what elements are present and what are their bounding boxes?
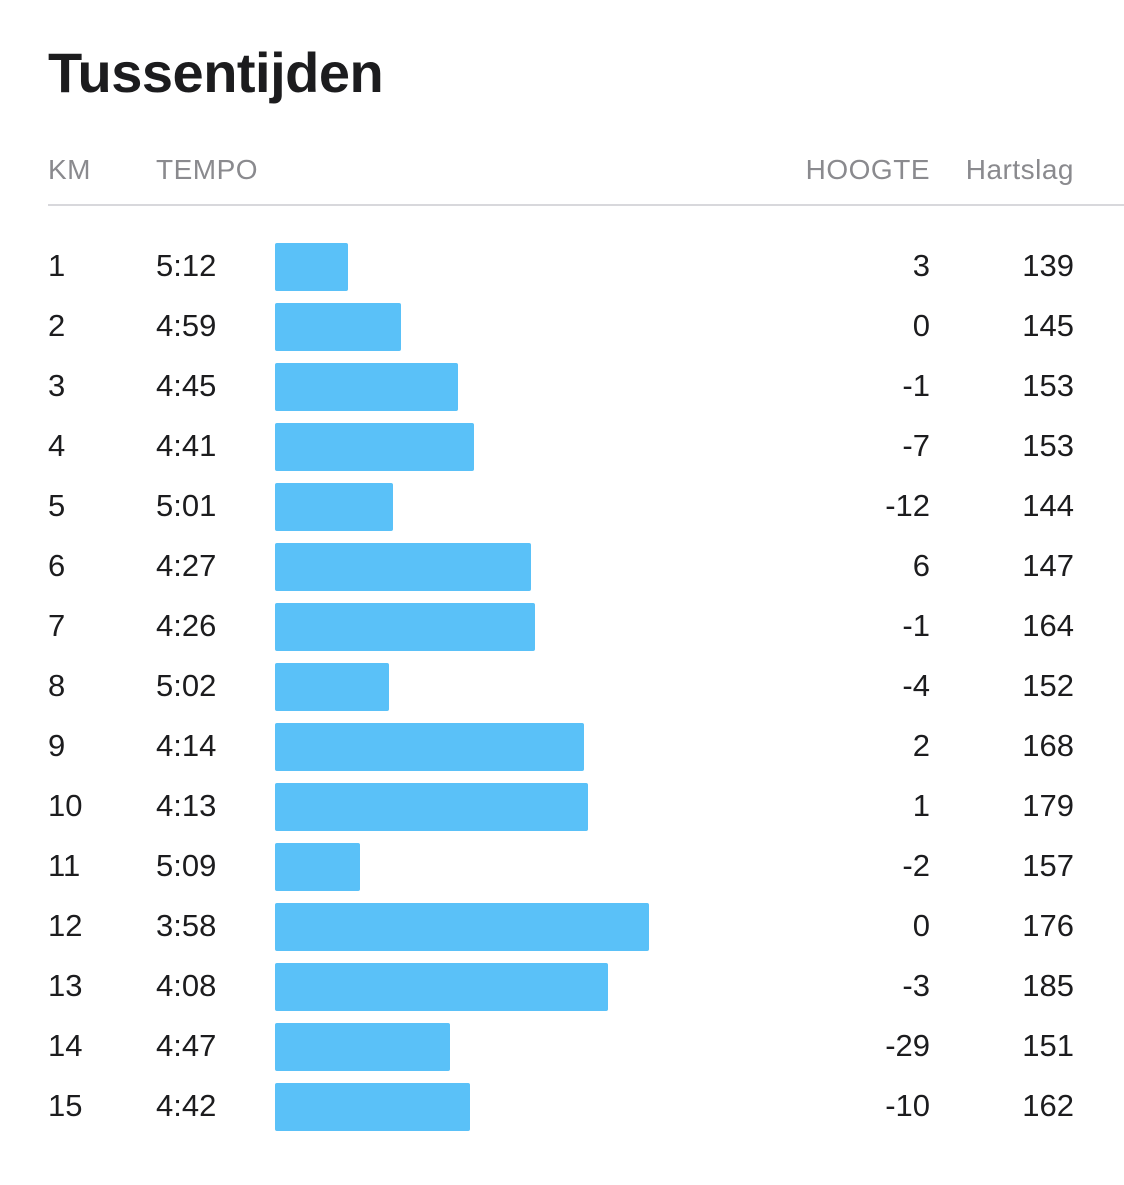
- split-km: 4: [48, 428, 66, 463]
- split-hartslag: 153: [1022, 428, 1074, 463]
- tempo-bar: [275, 663, 389, 711]
- split-km: 12: [48, 908, 83, 943]
- column-header-tempo: TEMPO: [156, 154, 259, 185]
- split-km: 11: [48, 848, 81, 883]
- column-header-km: KM: [48, 154, 91, 185]
- split-tempo: 4:42: [156, 1088, 217, 1123]
- tempo-bar: [275, 243, 348, 291]
- split-hartslag: 153: [1022, 368, 1074, 403]
- split-km: 3: [48, 368, 66, 403]
- split-row: 13 4:08 -3 185: [0, 956, 1124, 1016]
- split-hartslag: 139: [1022, 248, 1074, 283]
- split-hoogte: 6: [912, 548, 930, 583]
- split-row: 14 4:47 -29 151: [0, 1016, 1124, 1076]
- split-km: 15: [48, 1088, 83, 1123]
- splits-table: 1 5:12 3 139 2 4:59 0 145 3 4:45 -1 153 4 4:41 -7 153 5 5…: [0, 236, 1124, 1136]
- split-km: 14: [48, 1028, 83, 1063]
- split-hoogte: 3: [912, 248, 930, 283]
- split-hartslag: 145: [1022, 308, 1074, 343]
- split-tempo: 4:27: [156, 548, 217, 583]
- split-hoogte: -1: [902, 368, 930, 403]
- split-tempo: 5:09: [156, 848, 217, 883]
- split-km: 7: [48, 608, 66, 643]
- split-tempo: 4:14: [156, 728, 217, 763]
- split-hartslag: 168: [1022, 728, 1074, 763]
- split-hoogte: 0: [912, 308, 930, 343]
- split-row: 2 4:59 0 145: [0, 296, 1124, 356]
- split-hoogte: -29: [885, 1028, 930, 1063]
- split-hoogte: -7: [902, 428, 930, 463]
- split-hartslag: 176: [1022, 908, 1074, 943]
- split-row: 9 4:14 2 168: [0, 716, 1124, 776]
- split-hoogte: 2: [912, 728, 930, 763]
- split-tempo: 4:45: [156, 368, 217, 403]
- split-hartslag: 152: [1022, 668, 1074, 703]
- split-tempo: 3:58: [156, 908, 217, 943]
- split-row: 3 4:45 -1 153: [0, 356, 1124, 416]
- split-row: 6 4:27 6 147: [0, 536, 1124, 596]
- tempo-bar: [275, 1083, 470, 1131]
- split-row: 15 4:42 -10 162: [0, 1076, 1124, 1136]
- tempo-bar: [275, 963, 608, 1011]
- split-hoogte: -3: [902, 968, 930, 1003]
- split-km: 1: [48, 248, 66, 283]
- tempo-bar: [275, 363, 458, 411]
- split-tempo: 5:12: [156, 248, 217, 283]
- split-hartslag: 185: [1022, 968, 1074, 1003]
- split-hartslag: 179: [1022, 788, 1074, 823]
- split-km: 2: [48, 308, 66, 343]
- page-title: Tussentijden: [48, 41, 384, 104]
- split-hoogte: -1: [902, 608, 930, 643]
- header-divider: [48, 204, 1124, 206]
- column-header-hartslag: Hartslag: [965, 154, 1074, 185]
- split-tempo: 4:47: [156, 1028, 217, 1063]
- split-row: 12 3:58 0 176: [0, 896, 1124, 956]
- split-tempo: 4:59: [156, 308, 217, 343]
- split-km: 6: [48, 548, 66, 583]
- split-tempo: 4:41: [156, 428, 217, 463]
- tempo-bar: [275, 903, 649, 951]
- split-km: 5: [48, 488, 66, 523]
- tempo-bar: [275, 1023, 450, 1071]
- split-hartslag: 157: [1022, 848, 1074, 883]
- split-tempo: 5:01: [156, 488, 217, 523]
- split-hoogte: 0: [912, 908, 930, 943]
- tempo-bar: [275, 423, 474, 471]
- split-hoogte: -10: [885, 1088, 930, 1123]
- split-hoogte: -12: [885, 488, 930, 523]
- split-km: 10: [48, 788, 83, 823]
- split-row: 1 5:12 3 139: [0, 236, 1124, 296]
- column-header-hoogte: HOOGTE: [805, 154, 930, 185]
- split-hartslag: 147: [1022, 548, 1074, 583]
- split-hoogte: 1: [912, 788, 930, 823]
- tempo-bar: [275, 843, 360, 891]
- split-tempo: 4:26: [156, 608, 217, 643]
- split-hartslag: 164: [1022, 608, 1074, 643]
- split-tempo: 5:02: [156, 668, 217, 703]
- tempo-bar: [275, 783, 588, 831]
- split-row: 8 5:02 -4 152: [0, 656, 1124, 716]
- tempo-bar: [275, 723, 584, 771]
- split-km: 9: [48, 728, 66, 763]
- split-row: 11 5:09 -2 157: [0, 836, 1124, 896]
- split-row: 7 4:26 -1 164: [0, 596, 1124, 656]
- split-hartslag: 151: [1022, 1028, 1074, 1063]
- split-hartslag: 162: [1022, 1088, 1074, 1123]
- tempo-bar: [275, 543, 531, 591]
- split-hoogte: -2: [902, 848, 930, 883]
- tempo-bar: [275, 603, 535, 651]
- split-hartslag: 144: [1022, 488, 1074, 523]
- split-km: 8: [48, 668, 66, 703]
- tempo-bar: [275, 483, 393, 531]
- split-row: 5 5:01 -12 144: [0, 476, 1124, 536]
- split-tempo: 4:13: [156, 788, 217, 823]
- split-row: 4 4:41 -7 153: [0, 416, 1124, 476]
- tempo-bar: [275, 303, 401, 351]
- split-row: 10 4:13 1 179: [0, 776, 1124, 836]
- split-tempo: 4:08: [156, 968, 217, 1003]
- split-hoogte: -4: [902, 668, 930, 703]
- split-km: 13: [48, 968, 83, 1003]
